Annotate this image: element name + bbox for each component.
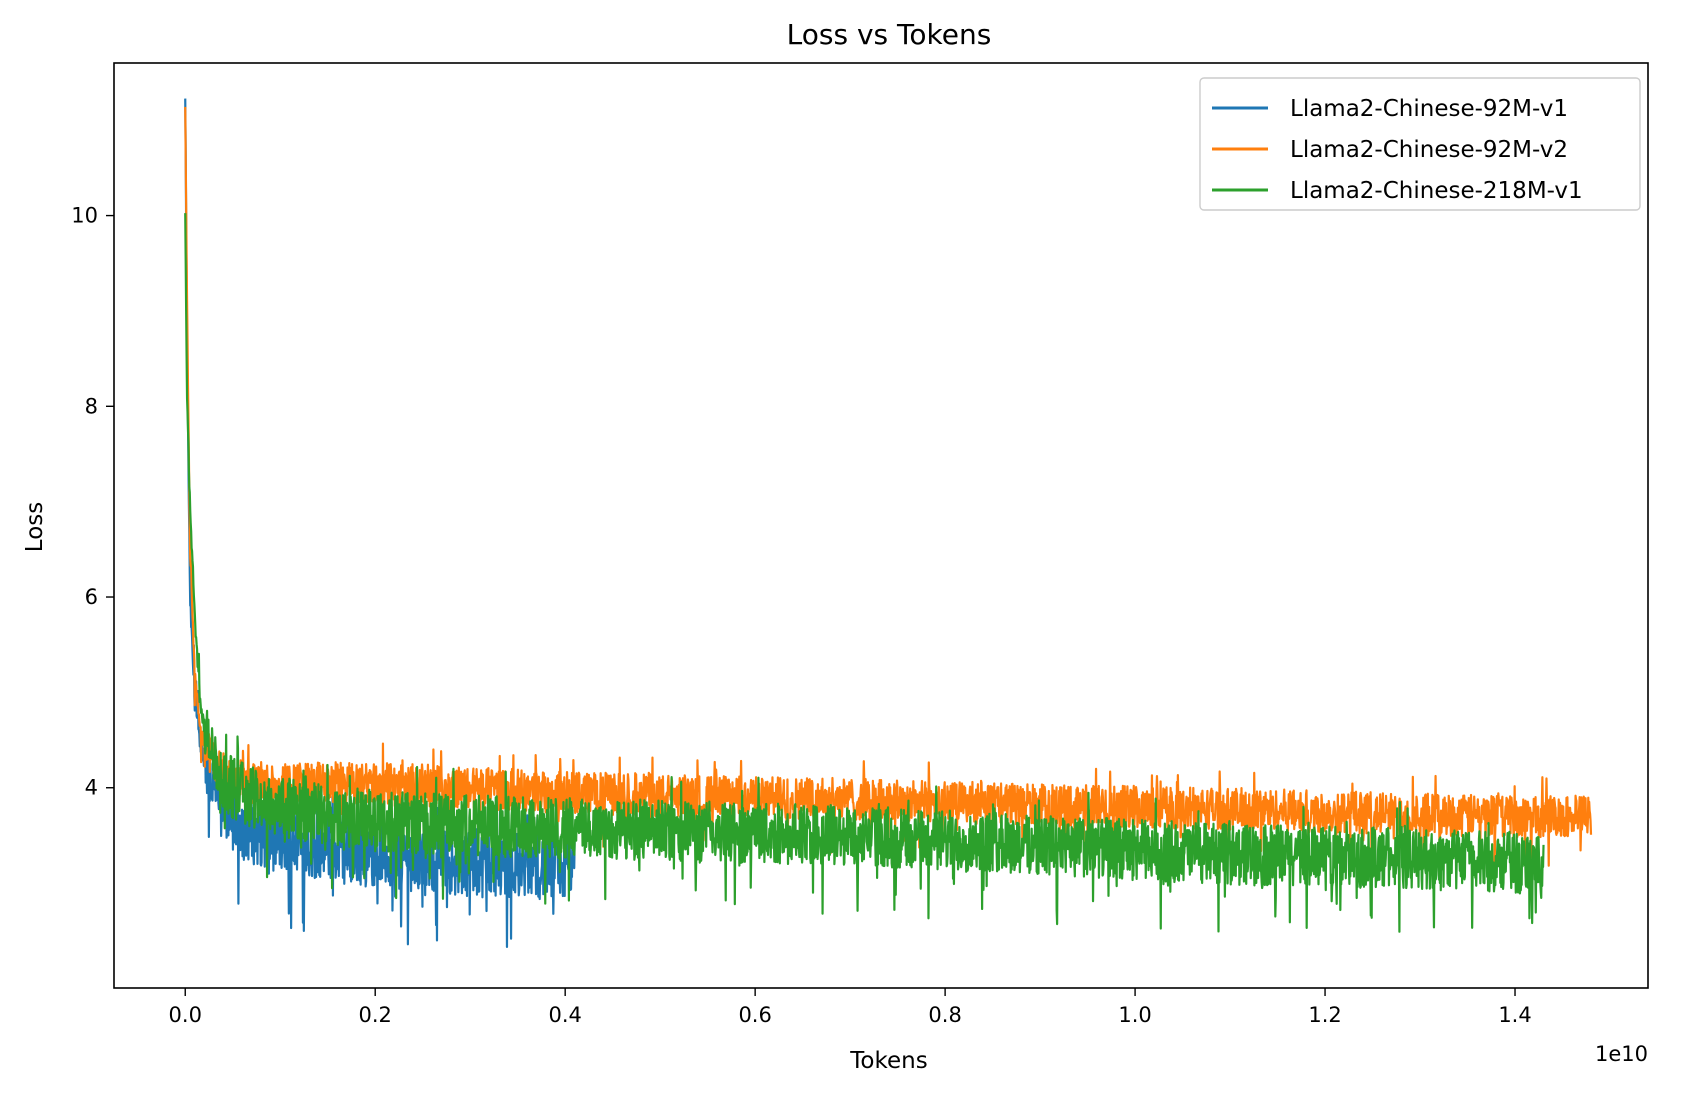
x-axis: 0.0 0.2 0.4 0.6 0.8 1.0 1.2 1.4 (169, 988, 1532, 1027)
legend-label: Llama2-Chinese-92M-v2 (1290, 137, 1568, 163)
x-tick-label: 0.6 (738, 1003, 771, 1027)
y-tick-label: 6 (85, 585, 98, 609)
chart-title: Loss vs Tokens (787, 18, 992, 51)
y-tick-label: 4 (85, 776, 98, 800)
plot-frame (113, 62, 1649, 989)
y-axis-label: Loss (22, 502, 48, 552)
x-tick-label: 0.8 (928, 1003, 961, 1027)
legend: Llama2-Chinese-92M-v1 Llama2-Chinese-92M-… (1199, 77, 1641, 211)
x-tick-label: 0.0 (169, 1003, 202, 1027)
legend-box (1199, 77, 1641, 211)
series-line-3 (184, 213, 1545, 933)
legend-label: Llama2-Chinese-218M-v1 (1290, 178, 1583, 204)
x-axis-label: Tokens (849, 1048, 927, 1074)
x-tick-label: 0.2 (359, 1003, 392, 1027)
x-axis-offset-label: 1e10 (1595, 1042, 1648, 1066)
x-tick-label: 0.4 (548, 1003, 581, 1027)
legend-label: Llama2-Chinese-92M-v1 (1290, 96, 1568, 122)
x-tick-label: 1.2 (1308, 1003, 1341, 1027)
y-axis: 4 6 8 10 (71, 204, 114, 800)
x-tick-label: 1.4 (1498, 1003, 1531, 1027)
series-layer (184, 98, 1593, 948)
y-tick-label: 8 (85, 394, 98, 418)
y-tick-label: 10 (71, 204, 98, 228)
x-tick-label: 1.0 (1118, 1003, 1151, 1027)
